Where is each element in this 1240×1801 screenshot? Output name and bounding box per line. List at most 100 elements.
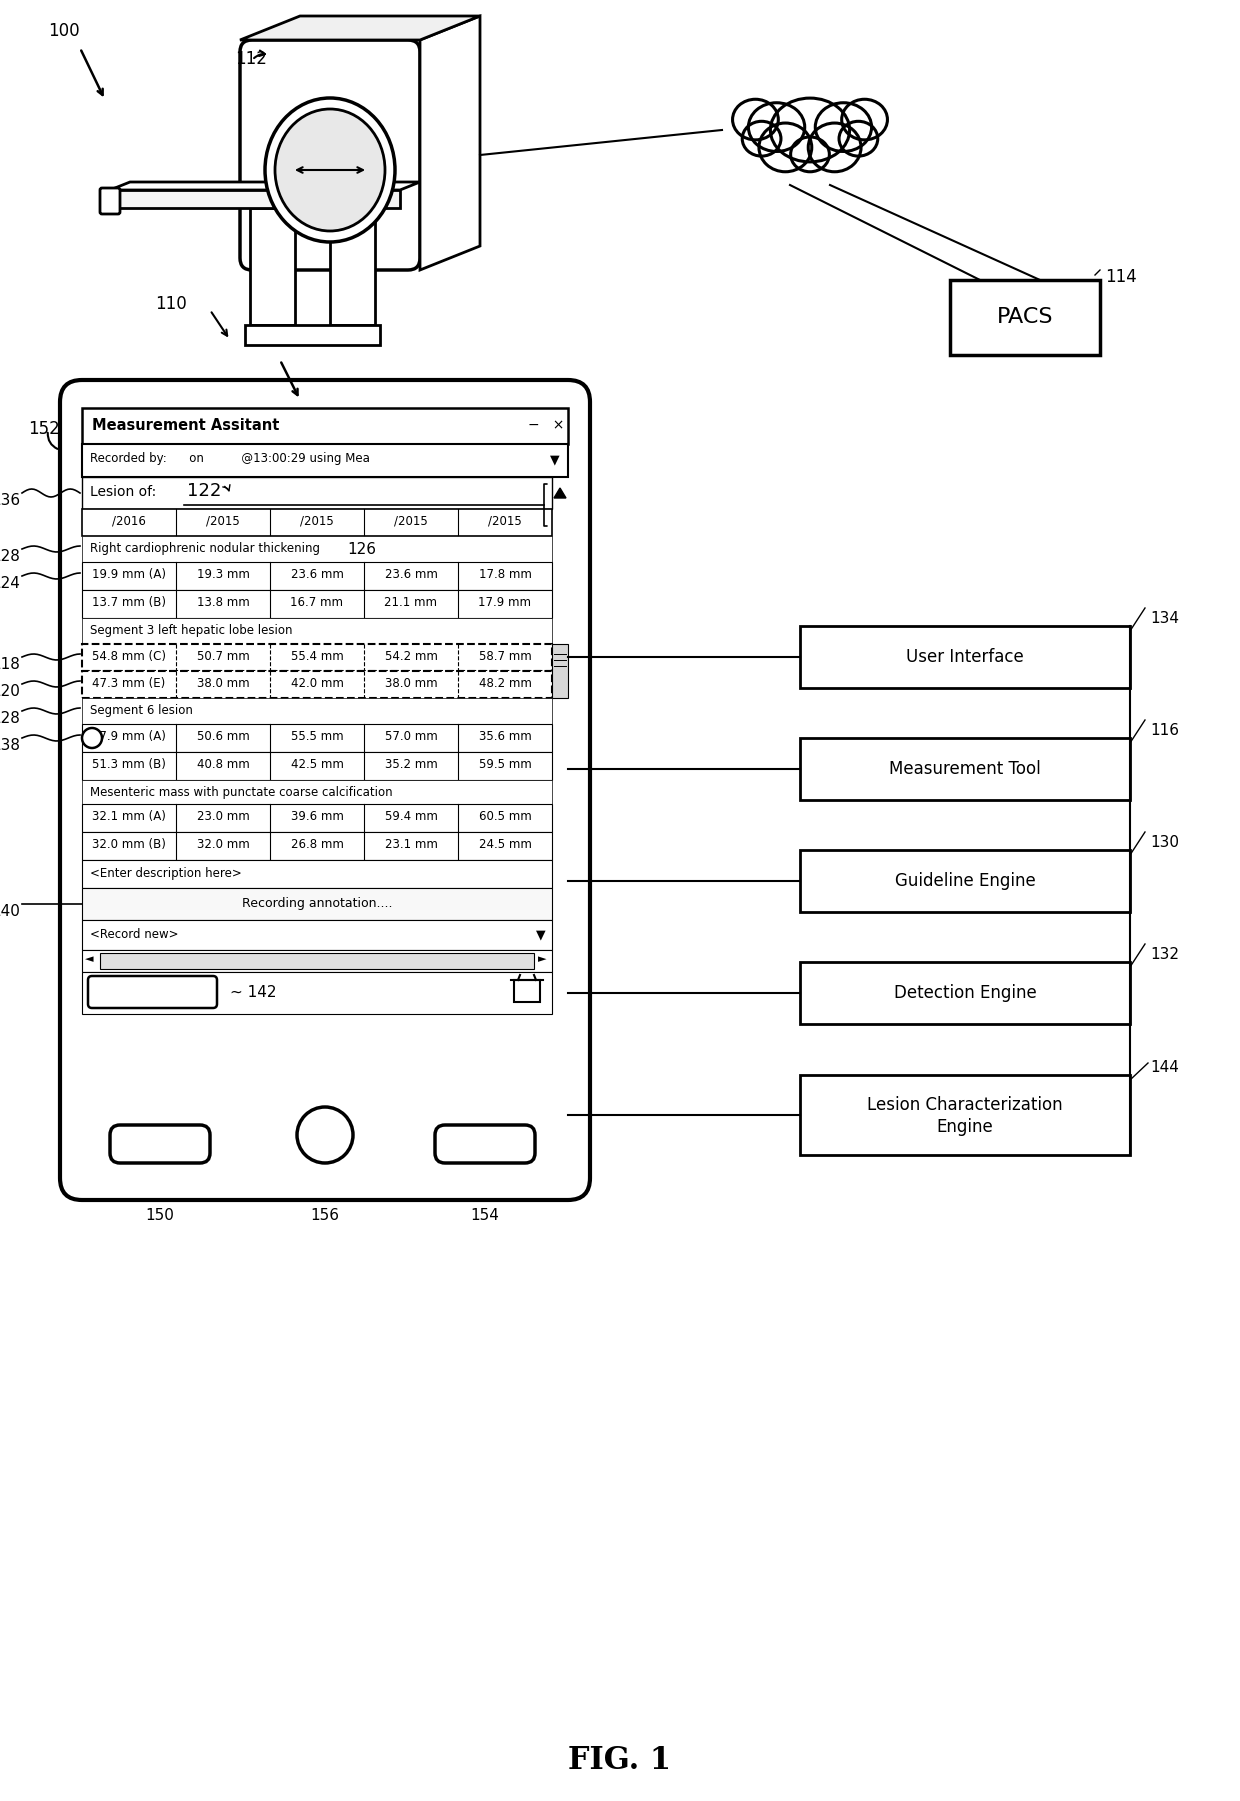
Ellipse shape	[808, 122, 861, 171]
Bar	[82, 753, 552, 780]
Text: 47.3 mm (E): 47.3 mm (E)	[92, 677, 166, 690]
Text: 112: 112	[236, 50, 267, 68]
Bar	[82, 724, 552, 753]
Bar	[330, 207, 374, 324]
Ellipse shape	[749, 103, 805, 151]
Text: 58.7 mm: 58.7 mm	[479, 650, 532, 663]
Text: 140: 140	[0, 904, 20, 919]
Text: 150: 150	[145, 1208, 175, 1223]
Ellipse shape	[842, 99, 888, 140]
Polygon shape	[241, 16, 480, 40]
Text: 136: 136	[0, 493, 20, 508]
Text: Lesion Characterization: Lesion Characterization	[867, 1097, 1063, 1115]
Bar	[800, 1075, 1130, 1154]
FancyBboxPatch shape	[60, 380, 590, 1199]
Text: 128: 128	[0, 711, 20, 726]
Text: 114: 114	[1105, 268, 1137, 286]
Bar	[250, 207, 295, 324]
Bar	[82, 445, 568, 477]
Bar	[82, 699, 552, 724]
Text: 42.0 mm: 42.0 mm	[290, 677, 343, 690]
Text: 32.1 mm (A): 32.1 mm (A)	[92, 810, 166, 823]
Text: 32.0 mm (B): 32.0 mm (B)	[92, 837, 166, 852]
Text: 55.4 mm: 55.4 mm	[290, 650, 343, 663]
Bar	[82, 672, 552, 699]
Text: 19.9 mm (A): 19.9 mm (A)	[92, 567, 166, 582]
Bar	[82, 949, 552, 973]
Bar	[800, 738, 1130, 800]
Text: /2016: /2016	[112, 513, 146, 528]
Text: Engine: Engine	[936, 1118, 993, 1136]
Ellipse shape	[770, 97, 849, 162]
Polygon shape	[110, 182, 420, 189]
Text: 134: 134	[1149, 611, 1179, 627]
Text: /2015: /2015	[394, 513, 428, 528]
Bar	[82, 537, 552, 562]
FancyBboxPatch shape	[100, 187, 120, 214]
Text: −   ×: − ×	[528, 418, 564, 432]
Text: ◄: ◄	[86, 955, 93, 964]
Text: 122: 122	[187, 483, 222, 501]
Text: 50.6 mm: 50.6 mm	[197, 729, 249, 744]
Text: 24.5 mm: 24.5 mm	[479, 837, 532, 852]
Text: Measurement Tool: Measurement Tool	[889, 760, 1040, 778]
Text: 126: 126	[347, 542, 376, 557]
Bar	[800, 627, 1130, 688]
Bar	[515, 980, 539, 1001]
Bar	[82, 973, 552, 1014]
Text: 54.8 mm (C): 54.8 mm (C)	[92, 650, 166, 663]
Bar	[82, 510, 552, 537]
Text: 54.2 mm: 54.2 mm	[384, 650, 438, 663]
Text: <Enter description here>: <Enter description here>	[91, 866, 242, 881]
Polygon shape	[554, 488, 565, 499]
Text: ►: ►	[538, 955, 547, 964]
Text: 128: 128	[0, 549, 20, 564]
Bar	[82, 832, 552, 861]
Text: Mesenteric mass with punctate coarse calcification: Mesenteric mass with punctate coarse cal…	[91, 785, 393, 800]
Ellipse shape	[815, 103, 872, 151]
Text: 130: 130	[1149, 836, 1179, 850]
Text: 55.5 mm: 55.5 mm	[290, 729, 343, 744]
Text: 59.4 mm: 59.4 mm	[384, 810, 438, 823]
Text: ~ 142: ~ 142	[229, 985, 277, 1001]
Bar	[950, 279, 1100, 355]
FancyBboxPatch shape	[110, 1126, 210, 1163]
Text: 59.5 mm: 59.5 mm	[479, 758, 532, 771]
Text: 156: 156	[310, 1208, 340, 1223]
Text: 100: 100	[48, 22, 79, 40]
Text: 38.0 mm: 38.0 mm	[197, 677, 249, 690]
Text: 57.0 mm: 57.0 mm	[384, 729, 438, 744]
Text: Right cardiophrenic nodular thickening: Right cardiophrenic nodular thickening	[91, 542, 320, 555]
Text: 138: 138	[0, 738, 20, 753]
Circle shape	[298, 1108, 353, 1163]
Text: Segment 6 lesion: Segment 6 lesion	[91, 704, 193, 717]
Text: Lesion of:: Lesion of:	[91, 484, 156, 499]
Ellipse shape	[275, 110, 384, 231]
Text: 152: 152	[29, 420, 60, 438]
Bar	[82, 409, 568, 445]
Text: Guideline Engine: Guideline Engine	[894, 872, 1035, 890]
Text: 144: 144	[1149, 1061, 1179, 1075]
Ellipse shape	[759, 122, 812, 171]
Bar	[246, 324, 379, 346]
Text: 35.6 mm: 35.6 mm	[479, 729, 532, 744]
Text: /2015: /2015	[489, 513, 522, 528]
Bar	[82, 477, 552, 510]
Text: 13.7 mm (B): 13.7 mm (B)	[92, 596, 166, 609]
Text: Recorded by:      on          @13:00:29 using Mea: Recorded by: on @13:00:29 using Mea	[91, 452, 370, 465]
Text: ▼: ▼	[551, 454, 559, 466]
Text: 38.0 mm: 38.0 mm	[384, 677, 438, 690]
Text: User Interface: User Interface	[906, 648, 1024, 666]
Text: N: N	[88, 733, 97, 744]
Text: 35.2 mm: 35.2 mm	[384, 758, 438, 771]
Polygon shape	[420, 16, 480, 270]
Text: 154: 154	[470, 1208, 500, 1223]
Bar	[82, 618, 552, 645]
Bar	[82, 920, 552, 949]
Text: 116: 116	[1149, 722, 1179, 738]
Polygon shape	[110, 189, 401, 207]
Text: Measurement Assitant: Measurement Assitant	[92, 418, 279, 432]
Bar	[82, 562, 552, 591]
Ellipse shape	[265, 97, 396, 241]
Text: 57.9 mm (A): 57.9 mm (A)	[92, 729, 166, 744]
